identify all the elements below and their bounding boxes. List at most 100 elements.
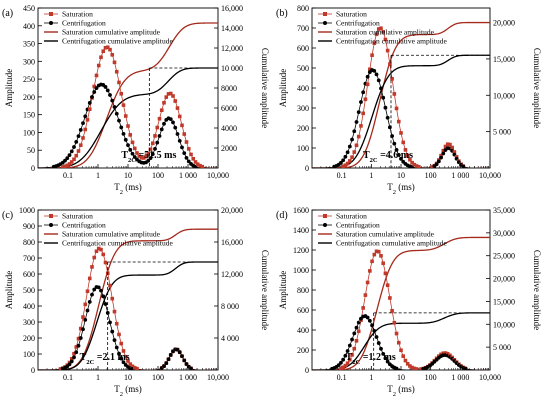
centrifugation-marker (392, 141, 397, 146)
saturation-marker (99, 55, 103, 60)
centrifugation-marker (155, 140, 160, 145)
t2c-subscript: 2C (370, 157, 378, 164)
t2c-annotation: T2C =4.6 ms (363, 150, 413, 164)
centrifugation-marker (372, 68, 377, 73)
centrifugation-cumulative-line (312, 312, 490, 370)
x-tick-label: 10 (124, 171, 132, 180)
y-right-tick-label: 20,000 (221, 206, 243, 215)
x-tick-label: 1 000 (451, 171, 469, 180)
centrifugation-marker (379, 346, 383, 351)
centrifugation-marker (343, 353, 348, 358)
centrifugation-marker (441, 151, 446, 156)
saturation-marker (171, 94, 175, 98)
centrifugation-marker (341, 357, 346, 362)
saturation-marker (164, 95, 169, 99)
y-right-tick-label: 4 000 (221, 334, 239, 343)
saturation-marker (379, 26, 383, 31)
y-left-tick-label: 50 (27, 146, 35, 155)
centrifugation-marker (81, 327, 85, 332)
y-left-tick-label: 250 (23, 75, 35, 84)
saturation-marker (94, 249, 99, 254)
saturation-marker (350, 155, 354, 160)
saturation-marker (348, 357, 352, 362)
legend-swatch-square (49, 12, 53, 16)
saturation-marker (92, 255, 97, 260)
y-left-tick-label: 1400 (293, 226, 309, 235)
x-axis-title-sub: 2 (120, 189, 123, 196)
y-right-tick-label: 5 000 (493, 343, 511, 352)
saturation-marker (385, 48, 390, 53)
saturation-marker (126, 359, 130, 363)
saturation-marker (139, 155, 144, 160)
y-left-tick-label: 800 (297, 286, 309, 295)
x-tick-label: 0.1 (63, 171, 73, 180)
y-left-tick-label: 200 (23, 93, 35, 102)
saturation-marker (144, 154, 148, 159)
y-left-tick-label: 600 (297, 44, 309, 53)
x-tick-label: 10 (124, 373, 132, 382)
centrifugation-marker (347, 343, 352, 348)
saturation-marker (159, 108, 164, 113)
x-axis-title: T2 (ms) (387, 182, 415, 196)
centrifugation-marker (112, 338, 117, 343)
centrifugation-marker (354, 325, 359, 330)
t2c-subscript: 2C (352, 359, 360, 366)
t2c-subscript: 2C (86, 359, 94, 366)
centrifugation-marker (81, 121, 85, 126)
saturation-marker (394, 106, 399, 111)
saturation-marker (408, 364, 412, 368)
saturation-marker (443, 351, 448, 355)
y-right-tick-label: 6000 (221, 104, 237, 113)
centrifugation-marker (394, 366, 399, 370)
x-tick-label: 1 (96, 171, 100, 180)
saturation-marker (85, 118, 90, 122)
centrifugation-marker (394, 147, 399, 152)
centrifugation-marker (76, 134, 81, 139)
saturation-marker (390, 77, 394, 81)
x-tick-label: 10,000 (479, 171, 501, 180)
y-left-tick-label: 300 (23, 57, 35, 66)
saturation-marker (410, 365, 414, 370)
saturation-marker (148, 147, 153, 152)
t2c-subscript: 2C (128, 157, 136, 164)
y-right-tick-label: 30,000 (493, 229, 515, 238)
legend-entry: Centrifugation (336, 19, 380, 28)
centrifugation-marker (110, 329, 115, 334)
centrifugation-marker (132, 155, 137, 159)
saturation-marker (399, 131, 403, 135)
saturation-amplitude-line (312, 27, 490, 168)
centrifugation-marker (173, 125, 178, 130)
centrifugation-marker (69, 359, 74, 364)
saturation-marker (396, 340, 401, 345)
saturation-marker (103, 45, 108, 50)
centrifugation-marker (177, 350, 182, 355)
saturation-marker (408, 157, 412, 162)
x-tick-label: 10,000 (207, 373, 229, 382)
saturation-marker (339, 366, 343, 370)
saturation-marker (445, 351, 450, 356)
centrifugation-marker (365, 74, 370, 79)
panel-label: (a) (2, 8, 13, 19)
legend-entry: Centrifugation (62, 221, 106, 230)
y-left-tick-label: 900 (23, 222, 35, 231)
saturation-marker (135, 151, 139, 155)
saturation-marker (94, 73, 99, 78)
saturation-marker (74, 345, 79, 349)
centrifugation-marker (347, 144, 352, 149)
y-left-tick-label: 400 (23, 22, 35, 31)
centrifugation-marker (126, 143, 130, 148)
saturation-marker (123, 354, 128, 359)
saturation-marker (405, 153, 410, 158)
saturation-marker (392, 320, 397, 325)
y-right-tick-label: 16,000 (221, 4, 243, 13)
saturation-marker (356, 329, 361, 334)
saturation-marker (412, 162, 417, 167)
centrifugation-marker (168, 353, 173, 357)
saturation-marker (376, 249, 381, 254)
centrifugation-marker (376, 341, 381, 345)
centrifugation-marker (361, 90, 366, 95)
saturation-marker (63, 164, 67, 168)
centrifugation-marker (96, 285, 101, 290)
legend-swatch-square (323, 12, 327, 16)
